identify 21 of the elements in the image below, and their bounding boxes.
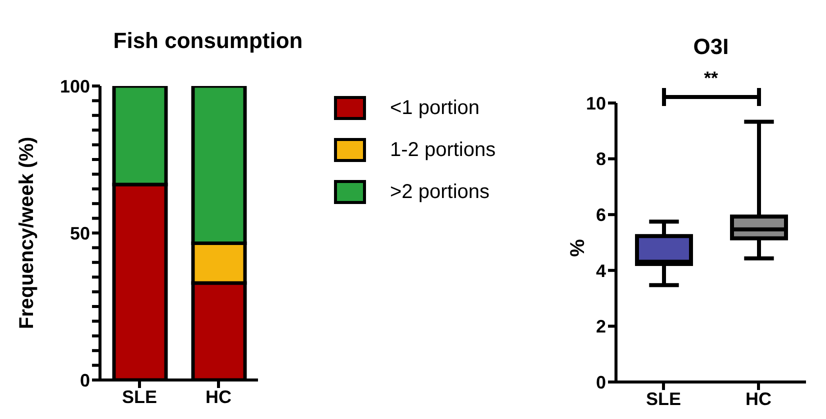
x-tick-label: HC	[746, 388, 772, 409]
legend-label: <1 portion	[390, 96, 480, 120]
y-tick-label: 100	[60, 76, 90, 96]
chart-title: Fish consumption	[112, 28, 304, 54]
x-tick-label: HC	[206, 386, 232, 407]
y-tick-label: 0	[596, 372, 606, 392]
y-axis-title: %	[566, 238, 590, 259]
chart-title: O3I	[692, 34, 730, 60]
y-tick-label: 6	[596, 204, 606, 225]
y-tick-label: 8	[596, 149, 606, 170]
y-tick-label: 4	[596, 260, 606, 281]
y-tick-label: 2	[596, 316, 606, 337]
y-tick-label: 50	[70, 223, 90, 244]
y-tick-label: 10	[586, 93, 606, 114]
legend-label: >2 portions	[390, 180, 490, 204]
significance-bracket: **	[662, 70, 760, 110]
y-tick-label: 0	[80, 370, 90, 390]
y-axis-title: Frequency/week (%)	[16, 136, 38, 330]
x-tick-label: SLE	[122, 386, 158, 407]
x-tick-label: SLE	[646, 388, 682, 409]
legend-label: 1-2 portions	[390, 138, 496, 162]
